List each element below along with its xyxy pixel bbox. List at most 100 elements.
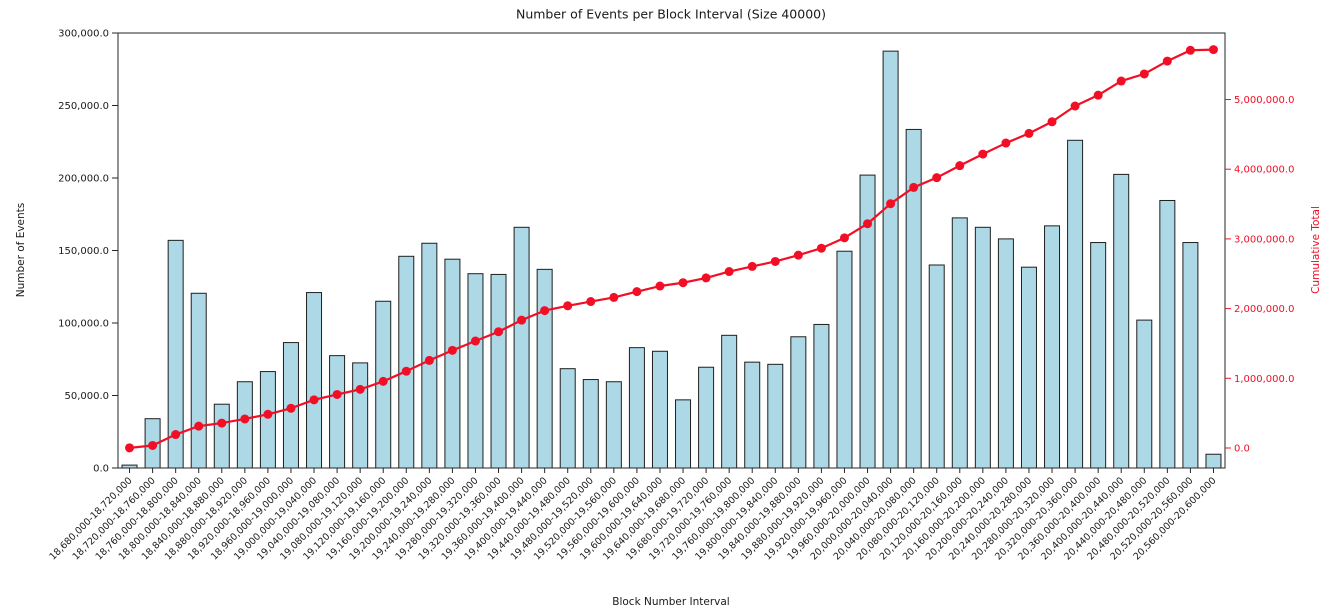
bar — [536, 268, 553, 469]
bar — [1136, 319, 1153, 469]
cumulative-point — [978, 149, 988, 159]
bar — [1159, 199, 1176, 469]
cumulative-point — [932, 173, 942, 183]
bar — [421, 242, 438, 469]
left-tick-label: 150,000.0 — [58, 246, 109, 257]
cumulative-point — [378, 376, 388, 386]
cumulative-point — [1162, 56, 1172, 66]
cumulative-point — [863, 219, 873, 229]
cumulative-point — [494, 327, 504, 337]
bar — [605, 381, 622, 469]
left-tick-label: 100,000.0 — [58, 319, 109, 330]
bar — [951, 217, 968, 469]
right-tick-label: 5,000,000.0 — [1234, 95, 1294, 106]
bar — [490, 273, 507, 469]
bar — [398, 255, 415, 469]
cumulative-point — [1139, 69, 1149, 79]
x-axis-label: Block Number Interval — [612, 596, 730, 608]
bar — [790, 336, 807, 469]
left-tick-label: 50,000.0 — [64, 391, 109, 402]
bar — [882, 50, 899, 469]
cumulative-point — [1070, 101, 1080, 111]
bar — [767, 363, 784, 469]
bar — [1205, 453, 1222, 469]
bar — [928, 264, 945, 469]
cumulative-point — [724, 267, 734, 277]
bar — [1182, 242, 1199, 469]
bar — [1113, 173, 1130, 469]
y-axis-label-left: Number of Events — [15, 202, 27, 298]
cumulative-point — [609, 292, 619, 302]
bar — [213, 403, 230, 469]
cumulative-point — [770, 256, 780, 266]
cumulative-point — [309, 395, 319, 405]
bar — [259, 371, 276, 469]
cumulative-point — [355, 384, 365, 394]
bar — [190, 292, 207, 469]
cumulative-point — [1208, 45, 1218, 55]
cumulative-point — [678, 278, 688, 288]
cumulative-point — [747, 261, 757, 271]
right-tick-label: 1,000,000.0 — [1234, 374, 1294, 385]
cumulative-point — [171, 430, 181, 440]
cumulative-point — [240, 414, 250, 424]
cumulative-point — [125, 443, 135, 453]
cumulative-point — [886, 199, 896, 209]
bar — [582, 379, 599, 469]
right-tick-label: 4,000,000.0 — [1234, 165, 1294, 176]
cumulative-point — [263, 409, 273, 419]
cumulative-point — [470, 336, 480, 346]
cumulative-point — [909, 182, 919, 192]
bar — [1067, 139, 1084, 469]
cumulative-point — [517, 315, 527, 325]
cumulative-point — [540, 306, 550, 316]
cumulative-point — [816, 243, 826, 253]
left-tick-label: 250,000.0 — [58, 101, 109, 112]
bar — [698, 366, 715, 469]
cumulative-point — [332, 389, 342, 399]
cumulative-point — [563, 301, 573, 311]
cumulative-point — [793, 250, 803, 260]
cumulative-point — [447, 345, 457, 355]
left-tick-label: 0.0 — [93, 464, 109, 475]
cumulative-point — [1001, 138, 1011, 148]
bar — [352, 362, 369, 469]
cumulative-point — [632, 287, 642, 297]
bar — [997, 238, 1014, 469]
cumulative-point — [424, 355, 434, 365]
bar — [513, 226, 530, 469]
cumulative-point — [1024, 128, 1034, 138]
right-tick-label: 3,000,000.0 — [1234, 234, 1294, 245]
right-tick-label: 0.0 — [1234, 444, 1250, 455]
bar — [905, 128, 922, 469]
bar — [1090, 242, 1107, 469]
left-tick-label: 200,000.0 — [58, 174, 109, 185]
cumulative-point — [586, 297, 596, 307]
cumulative-point — [217, 418, 227, 428]
cumulative-point — [286, 403, 296, 413]
cumulative-point — [701, 273, 711, 283]
cumulative-point — [839, 233, 849, 243]
bar — [813, 323, 830, 469]
cumulative-point — [1185, 45, 1195, 55]
bar — [836, 250, 853, 469]
bar — [744, 361, 761, 469]
bar — [974, 226, 991, 469]
bar — [1020, 266, 1037, 469]
bar — [628, 347, 645, 469]
cumulative-point — [194, 421, 204, 431]
bar — [559, 368, 576, 469]
bar — [467, 273, 484, 469]
bar — [675, 399, 692, 469]
cumulative-point — [1116, 76, 1126, 86]
y-axis-label-right: Cumulative Total — [1310, 206, 1322, 294]
left-tick-label: 300,000.0 — [58, 29, 109, 40]
cumulative-point — [655, 281, 665, 291]
bar — [306, 292, 323, 469]
right-tick-label: 2,000,000.0 — [1234, 304, 1294, 315]
chart-title: Number of Events per Block Interval (Siz… — [515, 6, 827, 22]
bar — [721, 334, 738, 469]
bar — [651, 350, 668, 469]
